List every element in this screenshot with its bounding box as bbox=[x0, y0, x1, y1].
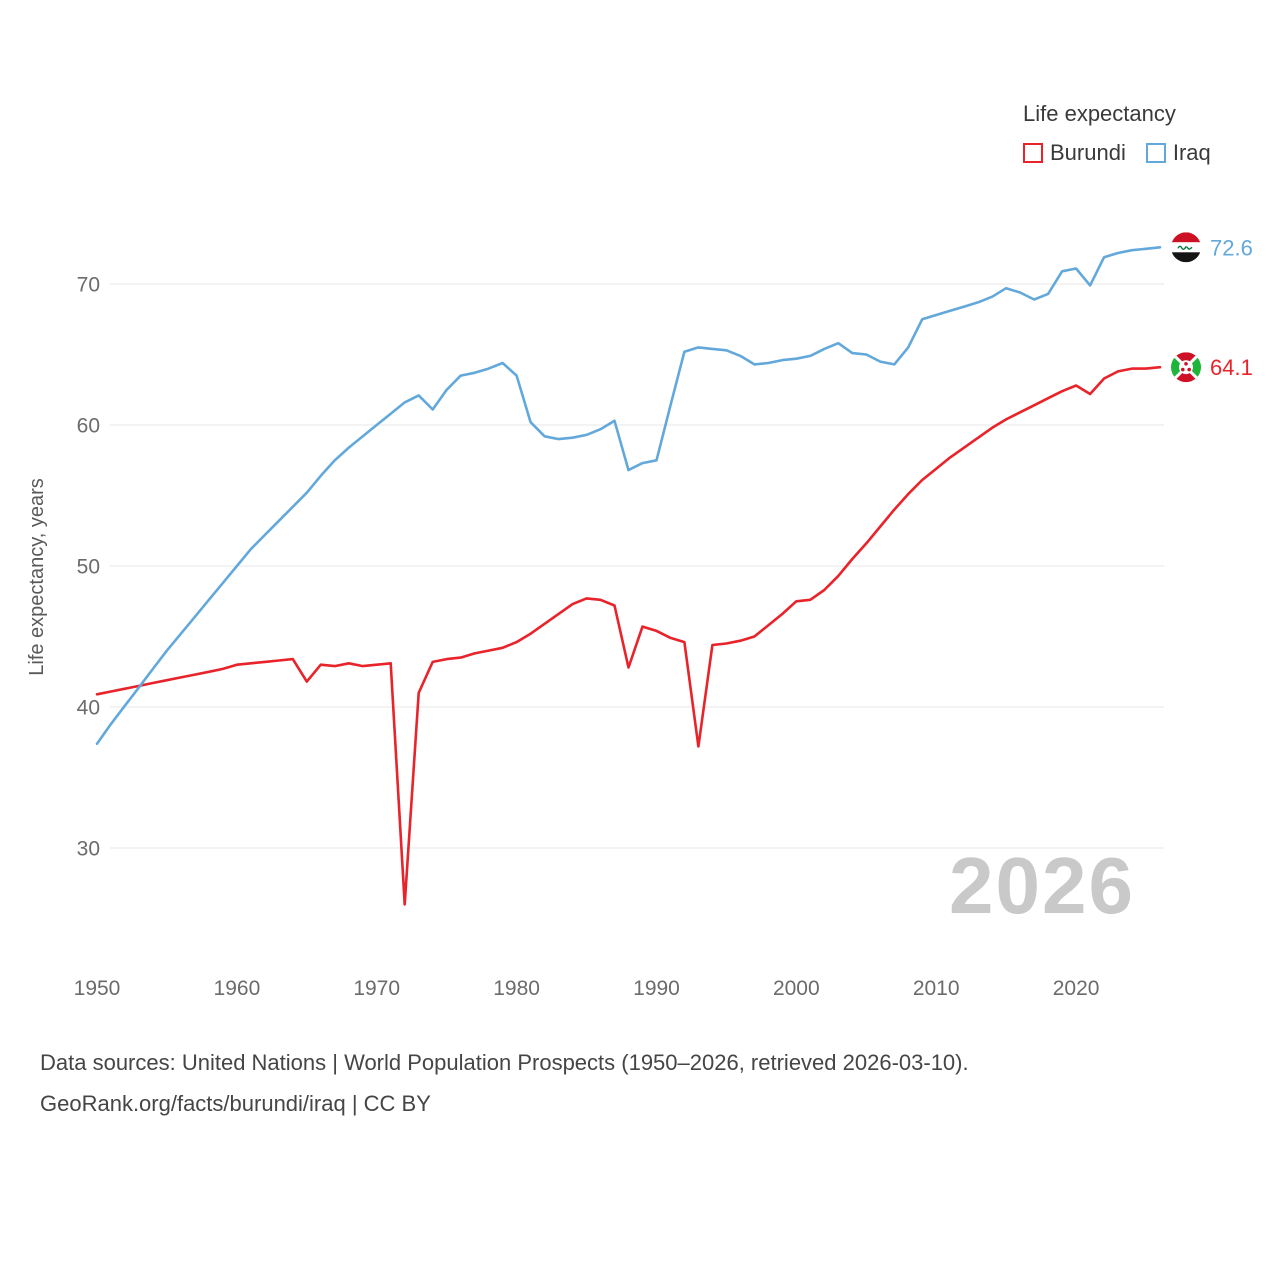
x-axis-tick-labels: 1950 1960 1970 1980 1990 2000 2010 2020 bbox=[74, 977, 1100, 1000]
burundi-flag-icon bbox=[1171, 352, 1201, 383]
legend-label-iraq: Iraq bbox=[1172, 140, 1211, 165]
x-tick-label: 1970 bbox=[353, 977, 400, 1000]
x-tick-label: 1990 bbox=[633, 977, 680, 1000]
iraq-swatch-icon bbox=[1145, 143, 1166, 163]
legend: Life expectancy Burundi Iraq bbox=[1023, 101, 1211, 166]
legend-label-burundi: Burundi bbox=[1050, 140, 1126, 165]
burundi-swatch-icon bbox=[1023, 143, 1043, 163]
footer-source-line: Data sources: United Nations | World Pop… bbox=[40, 1050, 969, 1075]
y-axis-tick-labels: 30 40 50 60 70 bbox=[77, 274, 100, 861]
burundi-end-marker: 64.1 bbox=[1171, 352, 1253, 383]
y-axis-title: Life expectancy, years bbox=[26, 478, 48, 676]
line-iraq bbox=[95, 246, 1162, 746]
series-lines bbox=[95, 246, 1162, 906]
watermark-year: 2026 bbox=[949, 841, 1135, 930]
x-tick-label: 1950 bbox=[74, 977, 121, 1000]
legend-title: Life expectancy bbox=[1023, 101, 1176, 126]
x-tick-label: 2020 bbox=[1053, 977, 1100, 1000]
footer: Data sources: United Nations | World Pop… bbox=[40, 1042, 969, 1124]
x-tick-label: 2000 bbox=[773, 977, 820, 1000]
line-burundi bbox=[95, 365, 1162, 906]
iraq-end-marker: 72.6 bbox=[1171, 232, 1253, 263]
y-tick-label: 40 bbox=[77, 697, 100, 720]
gridlines bbox=[110, 283, 1164, 849]
x-tick-label: 1960 bbox=[214, 977, 261, 1000]
burundi-end-value-label: 64.1 bbox=[1210, 355, 1253, 380]
legend-item-iraq[interactable]: Iraq bbox=[1145, 140, 1211, 166]
x-tick-label: 2010 bbox=[913, 977, 960, 1000]
y-tick-label: 30 bbox=[77, 838, 100, 861]
y-tick-label: 60 bbox=[77, 415, 100, 438]
y-tick-label: 70 bbox=[77, 274, 100, 297]
y-tick-label: 50 bbox=[77, 556, 100, 579]
footer-link-line: GeoRank.org/facts/burundi/iraq | CC BY bbox=[40, 1091, 431, 1116]
iraq-end-value-label: 72.6 bbox=[1210, 235, 1253, 260]
x-tick-label: 1980 bbox=[493, 977, 540, 1000]
legend-item-burundi[interactable]: Burundi bbox=[1023, 140, 1126, 166]
iraq-flag-icon bbox=[1171, 232, 1201, 263]
